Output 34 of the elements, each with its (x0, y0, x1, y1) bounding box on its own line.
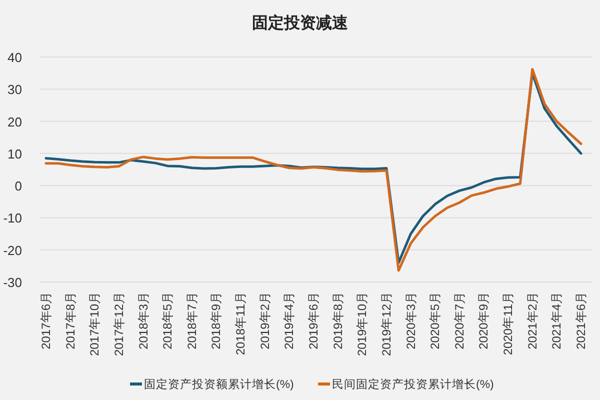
x-tick-label: 2017年10月 (88, 292, 102, 356)
x-tick-label: 2018年3月 (136, 292, 150, 350)
y-tick-label: 20 (8, 114, 22, 130)
x-tick-label: 2020年11月 (501, 292, 516, 356)
x-tick-label: 2020年9月 (476, 292, 491, 350)
legend-label: 固定资产投资额累计增长(%) (144, 377, 294, 391)
x-tick-label: 2019年12月 (379, 292, 394, 356)
legend-label: 民间固定资产投资累计增长(%) (332, 377, 494, 391)
x-tick-label: 2021年4月 (550, 292, 564, 350)
y-tick-label: -20 (3, 242, 22, 258)
x-tick-label: 2018年9月 (209, 292, 224, 350)
x-tick-label: 2019年4月 (282, 292, 296, 350)
x-tick-label: 2021年6月 (574, 292, 588, 350)
x-tick-label: 2017年8月 (63, 292, 78, 350)
y-tick-label: 40 (8, 50, 22, 65)
x-tick-label: 2020年5月 (428, 292, 442, 350)
x-tick-label: 2019年10月 (355, 292, 370, 356)
y-tick-label: 10 (8, 146, 22, 162)
x-tick-label: 2018年5月 (160, 292, 175, 350)
x-tick-label: 2019年6月 (306, 292, 320, 350)
x-tick-label: 2017年12月 (112, 292, 126, 356)
y-tick-label: -10 (3, 210, 22, 226)
x-tick-label: 2018年11月 (234, 292, 248, 356)
y-tick-label: 0 (14, 178, 22, 194)
y-tick-label: -30 (3, 275, 22, 290)
x-tick-label: 2020年3月 (404, 292, 418, 350)
chart-title: 固定投资减速 (252, 14, 349, 32)
x-tick-label: 2019年8月 (330, 292, 345, 350)
x-tick-label: 2017年6月 (39, 292, 53, 350)
x-tick-label: 2020年7月 (452, 292, 466, 350)
y-tick-label: 30 (8, 82, 22, 98)
x-tick-label: 2021年2月 (525, 292, 540, 350)
x-tick-label: 2018年7月 (184, 292, 199, 350)
x-tick-label: 2019年2月 (258, 292, 272, 350)
